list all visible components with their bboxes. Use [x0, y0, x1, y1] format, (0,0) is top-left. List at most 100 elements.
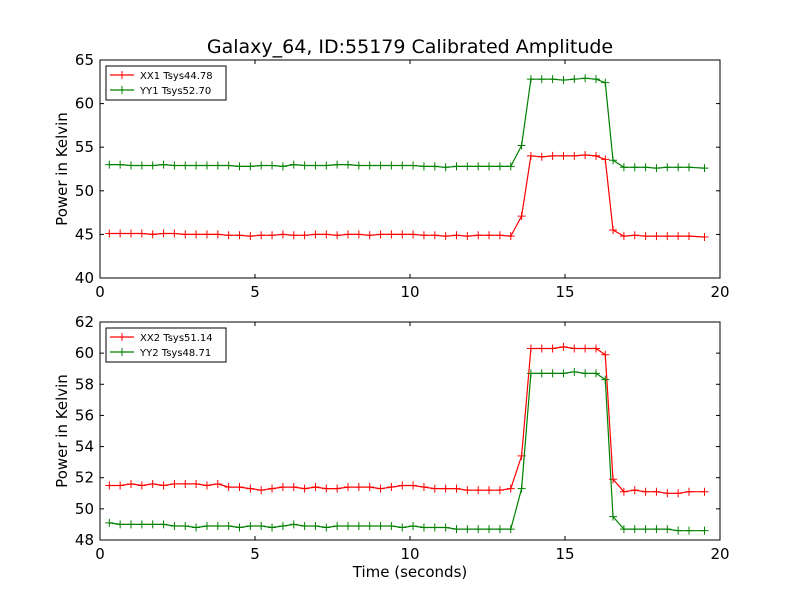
data-point: [333, 231, 342, 240]
data-point: [641, 487, 650, 496]
data-point: [137, 481, 146, 490]
x-tick-label: 15: [555, 545, 574, 563]
data-point: [652, 164, 661, 173]
data-point: [246, 232, 255, 241]
data-point: [700, 487, 709, 496]
data-point: [300, 521, 309, 530]
data-point: [581, 344, 590, 353]
y-tick-label: 48: [75, 531, 94, 549]
legend-marker: [118, 333, 126, 341]
data-point: [170, 521, 179, 530]
data-point: [685, 487, 693, 496]
data-point: [419, 231, 428, 240]
data-point: [311, 521, 320, 530]
data-point: [506, 162, 515, 171]
data-point: [235, 523, 244, 532]
data-point: [246, 521, 255, 530]
data-point: [235, 231, 244, 240]
data-point: [409, 521, 418, 530]
data-point: [619, 163, 628, 172]
y-axis-label: Power in Kelvin: [53, 374, 71, 488]
data-point: [289, 160, 298, 169]
data-point: [159, 160, 168, 169]
data-point: [619, 232, 628, 241]
data-point: [506, 484, 515, 493]
data-point: [609, 156, 618, 165]
data-point: [376, 521, 385, 530]
data-point: [333, 160, 342, 169]
data-point: [537, 369, 546, 378]
data-point: [559, 76, 568, 85]
data-point: [278, 483, 287, 492]
data-point: [333, 484, 342, 493]
data-point: [548, 369, 557, 378]
legend-label: YY1 Tsys52.70: [139, 86, 211, 97]
data-point: [159, 481, 168, 490]
data-point: [430, 523, 439, 532]
data-point: [430, 484, 439, 493]
data-point: [517, 484, 526, 493]
data-point: [137, 161, 146, 170]
data-point: [685, 232, 693, 241]
data-point: [581, 369, 590, 378]
legend-label: XX2 Tsys51.14: [140, 333, 213, 344]
data-point: [365, 161, 374, 170]
data-point: [278, 230, 287, 239]
data-point: [506, 525, 515, 534]
y-tick-label: 55: [75, 138, 94, 156]
data-point: [495, 231, 504, 240]
data-point: [517, 212, 526, 221]
data-point: [674, 526, 683, 535]
x-tick-label: 5: [250, 545, 260, 563]
data-point: [630, 486, 639, 495]
data-point: [581, 74, 590, 83]
data-point: [127, 479, 135, 488]
data-point: [674, 163, 683, 172]
data-point: [311, 483, 320, 492]
data-point: [537, 75, 546, 84]
data-point: [365, 521, 374, 530]
data-point: [257, 231, 266, 240]
data-point: [257, 521, 266, 530]
data-point: [322, 484, 331, 493]
data-point: [181, 479, 190, 488]
data-point: [376, 161, 385, 170]
data-point: [354, 521, 363, 530]
data-point: [506, 232, 515, 241]
legend-marker: [118, 71, 126, 79]
data-point: [289, 231, 298, 240]
data-point: [409, 230, 418, 239]
data-point: [192, 523, 201, 532]
data-point: [537, 152, 546, 161]
x-tick-label: 0: [95, 283, 105, 301]
data-point: [441, 484, 450, 493]
data-point: [116, 520, 125, 529]
x-tick-label: 15: [555, 283, 574, 301]
legend: XX1 Tsys44.78 YY1 Tsys52.70: [105, 65, 227, 101]
data-point: [685, 163, 693, 172]
data-point: [441, 523, 450, 532]
data-point: [398, 230, 407, 239]
data-point: [137, 520, 146, 529]
data-point: [559, 342, 568, 351]
y-tick-label: 58: [75, 375, 94, 393]
data-point: [398, 523, 407, 532]
data-point: [526, 369, 535, 378]
data-point: [559, 369, 568, 378]
data-point: [430, 231, 439, 240]
data-point: [559, 151, 568, 160]
data-point: [474, 231, 483, 240]
data-point: [452, 484, 461, 493]
data-point: [105, 160, 114, 169]
data-point: [663, 232, 672, 241]
data-point: [537, 344, 546, 353]
y-tick-label: 50: [75, 500, 94, 518]
data-point: [495, 486, 504, 495]
data-point: [213, 161, 222, 170]
data-point: [224, 483, 233, 492]
data-point: [619, 487, 628, 496]
y-tick-label: 54: [75, 438, 94, 456]
data-point: [463, 162, 472, 171]
series-xx1: [105, 151, 709, 242]
